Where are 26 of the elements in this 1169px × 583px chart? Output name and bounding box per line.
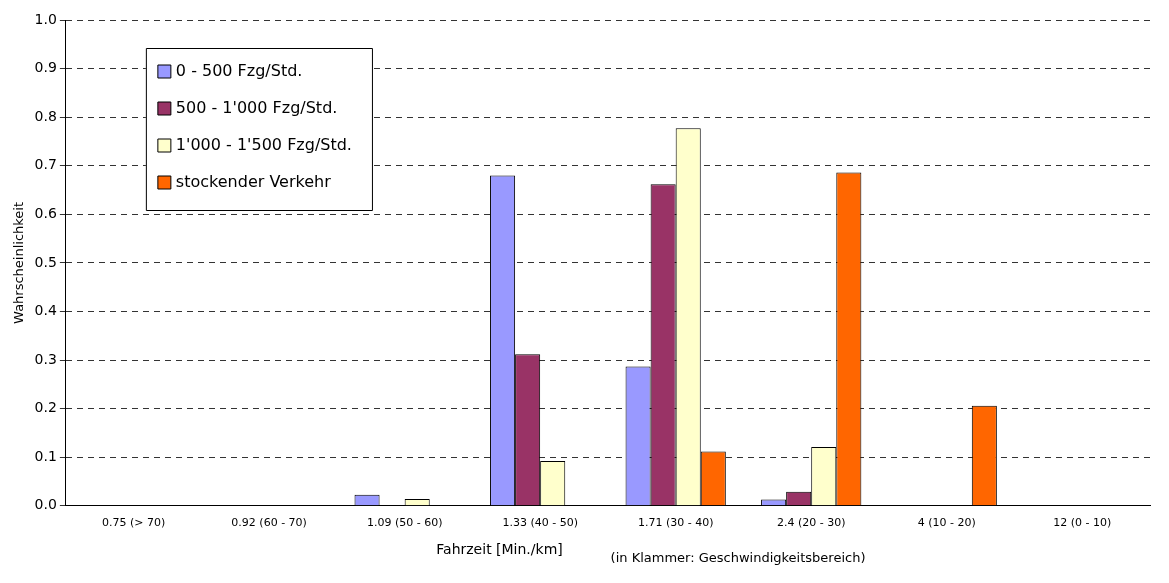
y-axis-title: Wahrscheinlichkeit [11, 201, 27, 324]
x-axis-title: Fahrzeit [Min./km] [436, 541, 563, 558]
x-tick-label: 1.71 (30 - 40) [637, 516, 714, 530]
legend-label: 1'000 - 1'500 Fzg/Std. [175, 135, 352, 155]
x-tick-label: 12 (0 - 10) [1053, 516, 1112, 530]
y-tick-label: 0.9 [34, 59, 57, 76]
text: (in Klammer: Geschwindigkeitsbereich) [610, 549, 866, 565]
x-tick-label: 0.92 (60 - 70) [231, 516, 307, 530]
legend-label: 500 - 1'000 Fzg/Std. [175, 98, 338, 118]
y-tick-label: 0.8 [34, 107, 57, 124]
x-tick-label: 1.33 (40 - 50) [502, 516, 578, 530]
y-tick-label: 0.6 [34, 204, 57, 221]
y-tick-label: 0.3 [34, 350, 57, 367]
y-tick-label: 0.7 [34, 156, 57, 173]
legend-label: 0 - 500 Fzg/Std. [175, 61, 303, 81]
y-tick-label: 0.5 [34, 253, 57, 270]
legend-label: stockender Verkehr [175, 172, 332, 192]
y-tick-label: 0.0 [34, 496, 57, 513]
y-tick-label: 1.0 [34, 10, 57, 27]
y-tick-label: 0.2 [34, 399, 57, 416]
x-tick-label: 2.4 (20 - 30) [776, 516, 846, 530]
x-tick-label: 0.75 (> 70) [101, 516, 166, 530]
y-tick-label: 0.1 [34, 447, 57, 464]
y-tick-label: 0.4 [34, 302, 57, 319]
x-tick-label: 1.09 (50 - 60) [366, 516, 443, 530]
x-tick-label: 4 (10 - 20) [917, 516, 976, 530]
